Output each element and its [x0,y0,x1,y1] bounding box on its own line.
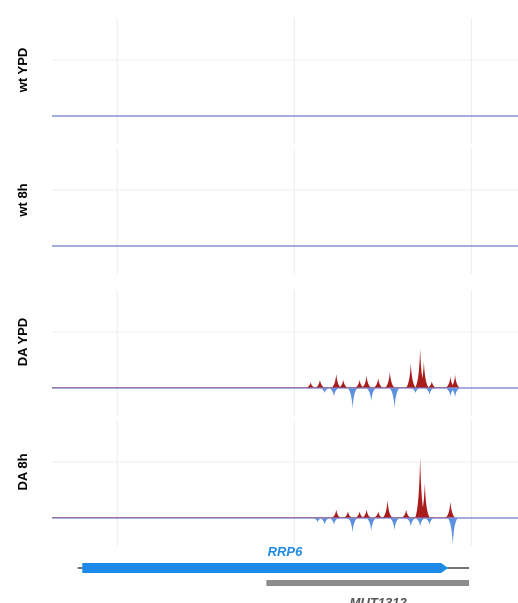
reverse-peak [424,388,435,395]
forward-peak [373,378,384,388]
reverse-peak [415,518,426,527]
forward-peak [415,348,426,388]
forward-peak [415,456,426,518]
reverse-peak [347,388,358,409]
track-label: DA 8h [15,453,30,490]
gene-rrp6-body [82,563,449,573]
forward-peak [314,379,326,388]
reverse-peak [319,518,330,525]
track-grid [52,148,518,274]
forward-peak [418,361,429,388]
forward-peak [445,376,456,388]
forward-peak [401,509,412,518]
reverse-peak [366,518,377,532]
track: DA 8h [15,420,518,546]
track-grid [52,290,518,416]
track-grid [52,420,518,546]
track-label: DA YPD [15,318,30,366]
reverse-peak [410,388,421,393]
forward-peak [331,374,342,388]
reverse-peak [366,388,377,402]
reverse-peak [389,388,400,409]
forward-peak [361,375,372,388]
forward-peak [373,511,384,518]
reverse-peak [312,518,323,523]
forward-peak [449,374,461,388]
gene-label-rrp6: RRP6 [268,544,303,559]
tracks-layer: wt YPD wt 8h DA YPD DA 8h [15,18,518,546]
gene-annotation-layer: RRP6 MUT1312 [77,544,470,603]
forward-peak [342,511,354,518]
reverse-peak [449,388,461,398]
forward-peak [354,379,365,388]
forward-peak [354,511,365,518]
gene-label-mut1312: MUT1312 [350,595,408,603]
forward-peak [419,482,430,518]
track: wt 8h [15,148,518,274]
reverse-peak [328,388,340,397]
gene-rrp6: RRP6 [77,544,470,573]
reverse-peak [405,518,416,527]
forward-peak [405,363,416,388]
track-label: wt 8h [15,183,30,217]
track-grid [52,18,518,144]
forward-peak [305,382,316,388]
forward-peak [361,509,372,518]
gene-mut1312: MUT1312 [266,580,470,603]
reverse-peak [447,518,458,546]
forward-peak [338,379,349,388]
reverse-peak [445,388,456,397]
forward-peak [382,499,393,518]
reverse-peak [389,518,400,531]
gene-mut1312-body [266,580,470,586]
reverse-peak [319,388,330,393]
forward-peak [384,371,395,388]
forward-peak [426,381,437,388]
reverse-peak [424,518,435,525]
forward-peak [445,501,456,518]
track: DA YPD [15,290,518,416]
reverse-peak [328,518,340,525]
track: wt YPD [15,18,518,144]
reverse-peak [347,518,358,533]
track-label: wt YPD [15,48,30,94]
forward-peak [331,509,342,518]
